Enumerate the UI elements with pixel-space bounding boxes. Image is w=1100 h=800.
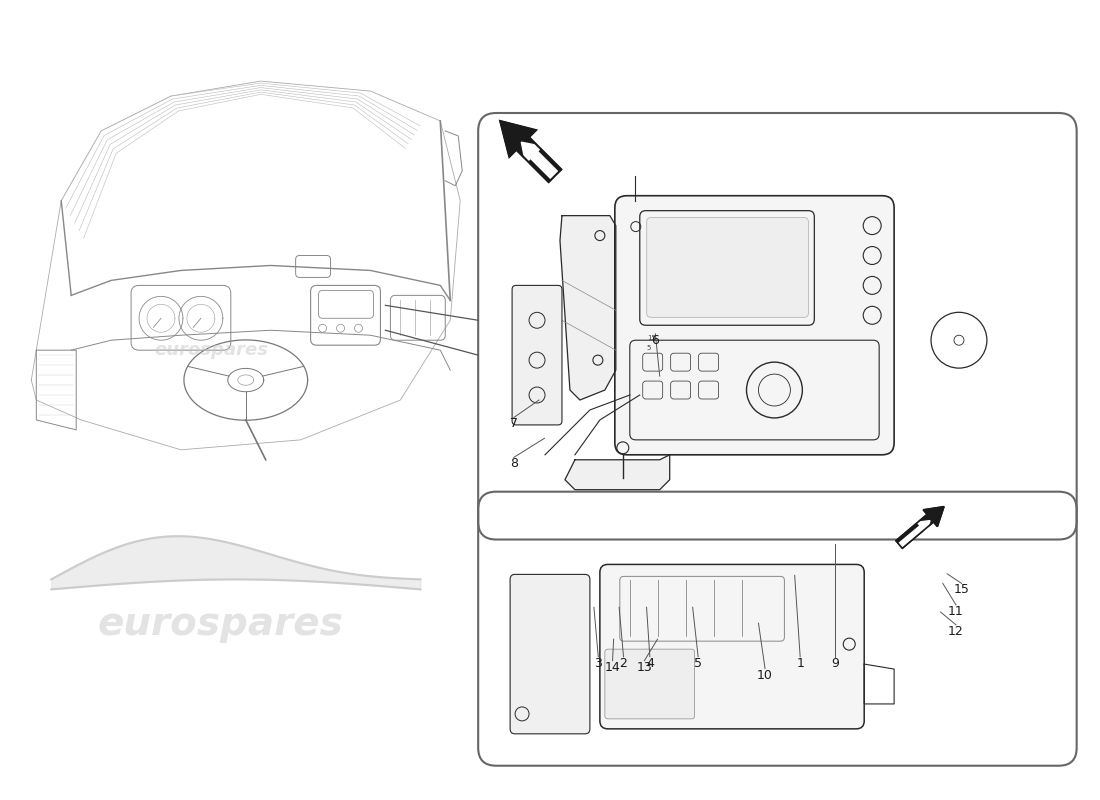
FancyArrow shape <box>521 142 561 182</box>
Text: 10: 10 <box>757 669 773 682</box>
Text: 7: 7 <box>509 418 518 430</box>
Text: 2: 2 <box>619 657 627 670</box>
Text: eurospares: eurospares <box>741 622 837 637</box>
Text: eurospares: eurospares <box>98 606 343 643</box>
FancyArrow shape <box>500 121 561 182</box>
Polygon shape <box>560 216 616 400</box>
Text: 11: 11 <box>948 605 964 618</box>
Text: 5: 5 <box>694 657 702 670</box>
FancyBboxPatch shape <box>510 574 590 734</box>
FancyBboxPatch shape <box>615 196 894 455</box>
Text: 4: 4 <box>646 657 653 670</box>
Text: 15: 15 <box>954 583 969 596</box>
Text: eurospares: eurospares <box>154 341 268 359</box>
Text: 3: 3 <box>594 657 602 670</box>
Text: 9: 9 <box>832 657 839 670</box>
Text: 12: 12 <box>948 625 964 638</box>
FancyBboxPatch shape <box>513 286 562 425</box>
Polygon shape <box>565 455 670 490</box>
Text: 13: 13 <box>637 661 652 674</box>
FancyArrow shape <box>899 521 930 547</box>
Text: 1: 1 <box>796 657 804 670</box>
Text: eurospares: eurospares <box>741 322 837 338</box>
Text: 5: 5 <box>647 345 651 351</box>
Text: 8: 8 <box>509 458 518 470</box>
Text: 6: 6 <box>651 334 659 346</box>
Text: 15: 15 <box>647 335 656 342</box>
FancyBboxPatch shape <box>647 218 808 318</box>
FancyBboxPatch shape <box>605 649 694 719</box>
Text: 14: 14 <box>605 661 620 674</box>
FancyArrow shape <box>895 506 944 548</box>
FancyBboxPatch shape <box>600 565 865 729</box>
